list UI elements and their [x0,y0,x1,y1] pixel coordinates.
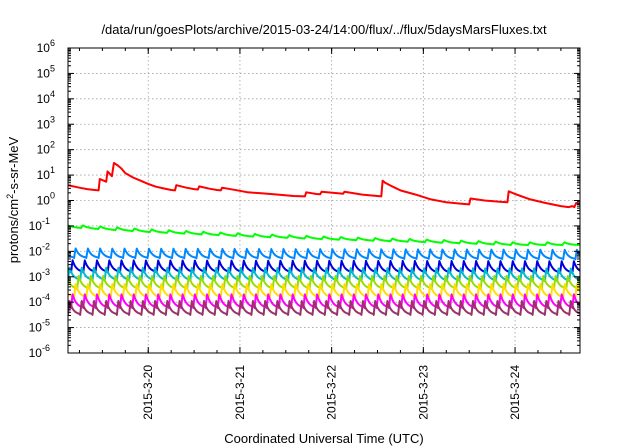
x-tick-label: 2015-3-22 [325,365,339,420]
y-tick-label: 10-1 [29,216,50,233]
y-tick-label: 101 [37,165,55,182]
chart-title: /data/run/goesPlots/archive/2015-03-24/1… [101,22,547,37]
y-tick-label: 10-5 [29,318,50,335]
x-tick-label: 2015-3-24 [508,365,522,420]
plot-frame [67,47,581,354]
y-tick-label: 100 [37,191,55,208]
y-tick-label: 104 [37,89,55,106]
y-tick-label: 10-6 [29,343,50,360]
series-line [68,283,580,299]
y-tick-label: 102 [37,140,55,157]
x-tick-label: 2015-3-21 [233,365,247,420]
x-tick-label: 2015-3-23 [416,365,430,420]
y-tick-label: 10-4 [29,292,50,309]
series-group [68,162,580,316]
series-line [68,300,580,316]
x-tick-label: 2015-3-20 [141,365,155,420]
y-tick-label: 103 [37,114,55,131]
y-tick-label: 10-3 [29,267,50,284]
series-line [68,259,580,275]
y-tick-label: 10-2 [29,241,50,258]
series-line [68,162,580,209]
y-tick-label: 106 [37,38,55,55]
x-axis-ticks: 2015-3-20 2015-3-21 2015-3-22 2015-3-23 2015… [78,48,562,420]
x-axis-label: Coordinated Universal Time (UTC) [224,431,423,446]
series-line [68,247,580,261]
series-line [68,275,580,290]
series-line [68,224,580,247]
series-line [68,293,580,309]
y-axis-label: protons/cm2-s-sr-MeV [5,136,21,263]
y-tick-label: 105 [37,63,55,80]
